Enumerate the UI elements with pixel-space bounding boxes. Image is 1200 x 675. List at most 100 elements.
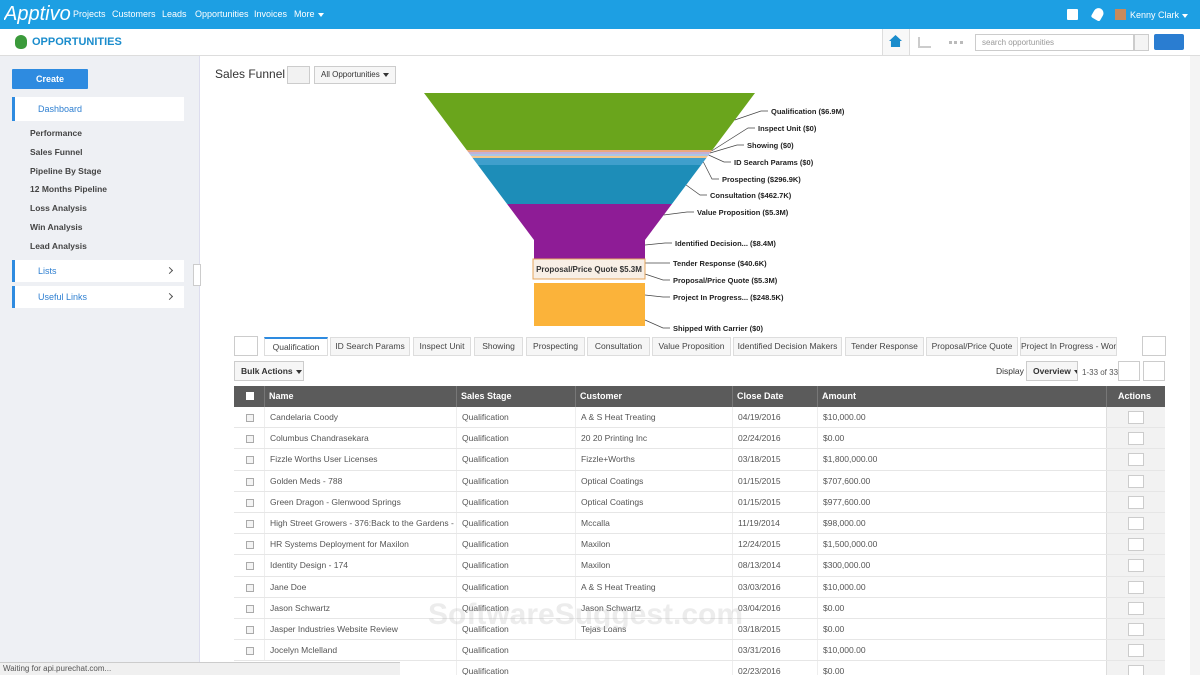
row-checkbox[interactable] <box>246 414 254 422</box>
submenu-link[interactable]: Sales Funnel <box>30 146 83 157</box>
avatar[interactable] <box>1115 9 1126 20</box>
submenu-link[interactable]: Loss Analysis <box>30 203 87 214</box>
table-row: High Street Growers - 376:Back to the Ga… <box>234 513 1165 535</box>
tab[interactable]: Consultation <box>587 337 650 356</box>
home-icon[interactable] <box>889 35 902 47</box>
row-checkbox[interactable] <box>246 604 254 613</box>
nav-link[interactable]: More <box>294 8 324 20</box>
cell[interactable]: HR Systems Deployment for Maxilon <box>264 534 456 555</box>
cell[interactable]: Golden Meds - 788 <box>264 470 456 491</box>
cell[interactable]: High Street Growers - 376:Back to the Ga… <box>264 513 456 534</box>
table-row: Qualification 02/23/2016 $0.00 <box>234 661 1165 675</box>
submenu-link[interactable]: 12 Months Pipeline <box>30 184 107 195</box>
tab[interactable]: Inspect Unit <box>413 337 471 356</box>
page-prev[interactable] <box>1118 361 1140 381</box>
menu-label[interactable]: Dashboard <box>38 104 83 114</box>
nav-link[interactable]: Customers <box>112 9 156 19</box>
tab[interactable]: Proposal/Price Quote <box>926 337 1018 356</box>
chart-icon[interactable] <box>918 37 931 48</box>
row-actions-button[interactable] <box>1128 453 1144 467</box>
tab[interactable]: Value Proposition <box>652 337 731 356</box>
cell[interactable]: Candelaria Coody <box>264 407 456 428</box>
row-actions-button[interactable] <box>1128 580 1144 594</box>
row-checkbox[interactable] <box>246 626 254 634</box>
funnel-label: Tender Response ($40.6K) <box>673 259 767 268</box>
row-checkbox[interactable] <box>246 498 254 507</box>
menu-dashboard[interactable]: Dashboard <box>12 97 184 121</box>
row-actions-button[interactable] <box>1128 517 1144 530</box>
cell[interactable]: Fizzle Worths User Licenses <box>264 449 456 470</box>
column-header[interactable]: Customer <box>575 386 732 407</box>
column-header[interactable]: Sales Stage <box>456 386 575 407</box>
bulk-actions-button[interactable]: Bulk Actions <box>234 361 304 381</box>
tools-icon[interactable] <box>1090 6 1106 22</box>
row-actions-button[interactable] <box>1128 432 1144 446</box>
row-checkbox[interactable] <box>246 541 254 550</box>
cell[interactable]: Jocelyn Mclelland <box>264 640 456 661</box>
row-checkbox[interactable] <box>246 435 254 444</box>
submenu-link[interactable]: Performance <box>30 128 82 138</box>
row-checkbox[interactable] <box>246 647 254 656</box>
tab-prev[interactable] <box>234 336 258 356</box>
row-actions-button[interactable] <box>1128 601 1144 615</box>
column-header[interactable]: Name <box>264 386 456 407</box>
view-dropdown[interactable]: Overview <box>1026 361 1078 381</box>
cell[interactable]: Green Dragon - Glenwood Springs <box>264 491 456 512</box>
search-input[interactable]: search opportunities <box>975 34 1134 51</box>
row-checkbox[interactable] <box>246 520 254 528</box>
more-icon[interactable] <box>949 41 963 44</box>
cell[interactable]: Jason Schwartz <box>264 597 456 618</box>
row-actions-button[interactable] <box>1128 495 1144 509</box>
nav-link[interactable]: Invoices <box>254 9 288 19</box>
row-checkbox[interactable] <box>246 583 254 592</box>
cell[interactable]: Identity Design - 174 <box>264 555 456 576</box>
tab[interactable]: Identified Decision Makers <box>733 337 842 356</box>
row-checkbox[interactable] <box>246 456 254 465</box>
row-checkbox[interactable] <box>246 562 254 571</box>
logo[interactable]: Apptivo <box>4 3 71 25</box>
cell[interactable]: Jasper Industries Website Review <box>264 619 456 640</box>
tab[interactable]: Prospecting <box>526 337 585 356</box>
row-checkbox[interactable] <box>246 477 254 486</box>
row-actions-button[interactable] <box>1128 559 1144 573</box>
search-dropdown[interactable] <box>1134 34 1149 51</box>
submenu-link[interactable]: Pipeline By Stage <box>30 165 102 176</box>
cell[interactable]: Jane Doe <box>264 576 456 597</box>
user-name[interactable]: Kenny Clark <box>1130 9 1189 21</box>
search-button[interactable] <box>1154 34 1184 50</box>
filter-dropdown[interactable]: All Opportunities <box>314 66 396 84</box>
display-label: Display <box>996 366 1024 376</box>
row-actions-button[interactable] <box>1128 474 1144 488</box>
filter-button[interactable] <box>287 66 310 84</box>
row-actions-button[interactable] <box>1128 411 1144 424</box>
row-actions-button[interactable] <box>1128 644 1144 658</box>
collapse-toggle[interactable] <box>193 264 201 286</box>
tab[interactable]: Project In Progress - Won <box>1020 337 1117 356</box>
nav-link[interactable]: Opportunities <box>195 9 249 19</box>
menu-item[interactable]: Lists <box>12 260 184 282</box>
select-all-checkbox[interactable] <box>246 392 254 400</box>
submenu-link[interactable]: Win Analysis <box>30 222 83 232</box>
tab-next[interactable] <box>1142 336 1166 356</box>
page-next[interactable] <box>1143 361 1165 381</box>
row-actions-button[interactable] <box>1128 665 1144 675</box>
column-header[interactable]: Amount <box>817 386 1106 407</box>
tab[interactable]: Showing <box>474 337 523 356</box>
menu-item[interactable]: Useful Links <box>12 286 184 308</box>
nav-link[interactable]: Projects <box>73 9 106 19</box>
nav-link[interactable]: Leads <box>162 9 187 19</box>
column-header[interactable]: Close Date <box>732 386 817 407</box>
tab[interactable]: Qualification <box>264 337 328 356</box>
calendar-icon[interactable] <box>1067 9 1078 20</box>
cell: Qualification <box>456 661 575 675</box>
create-button[interactable]: Create <box>12 69 88 89</box>
column-header[interactable]: Actions <box>1106 386 1165 407</box>
menu-label[interactable]: Lists <box>38 266 57 276</box>
menu-label[interactable]: Useful Links <box>38 292 88 302</box>
cell[interactable]: Columbus Chandrasekara <box>264 428 456 449</box>
tab[interactable]: ID Search Params <box>330 337 410 356</box>
submenu-link[interactable]: Lead Analysis <box>30 240 87 251</box>
row-actions-button[interactable] <box>1128 623 1144 636</box>
tab[interactable]: Tender Response <box>845 337 924 356</box>
row-actions-button[interactable] <box>1128 538 1144 552</box>
